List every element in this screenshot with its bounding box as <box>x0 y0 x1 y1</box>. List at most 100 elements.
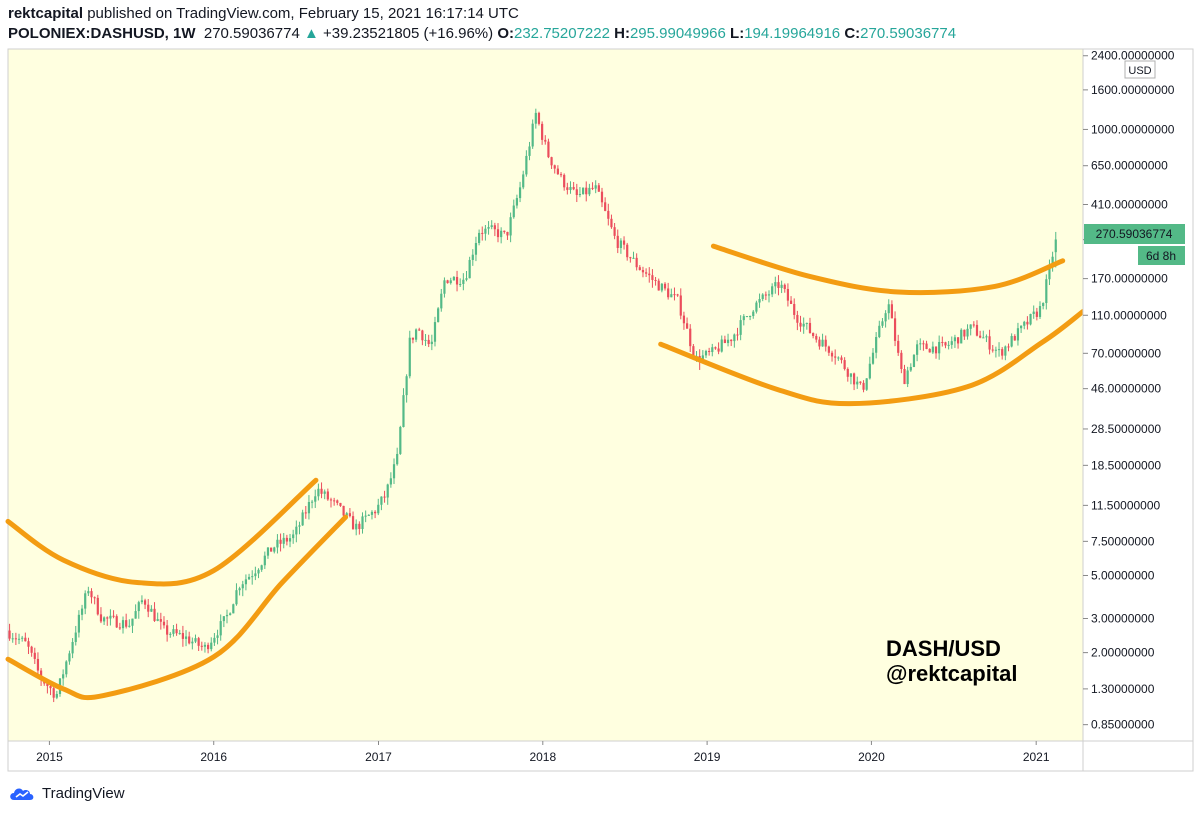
candle-body <box>985 336 988 338</box>
candle-body <box>629 257 632 259</box>
candle-body <box>771 286 774 295</box>
candle-body <box>862 382 865 390</box>
candle-body <box>273 547 276 552</box>
high-label: H: <box>614 25 630 42</box>
candle-body <box>153 608 156 621</box>
price-axis-tick-label: 5.00000000 <box>1091 568 1155 582</box>
candle-body <box>109 615 112 619</box>
candle-body <box>755 302 758 312</box>
time-axis-tick-label: 2017 <box>365 750 392 764</box>
candle-body <box>314 496 317 502</box>
candle-body <box>380 496 383 505</box>
candle-body <box>386 484 389 498</box>
trend-curve <box>658 309 1086 407</box>
candle-body <box>789 300 793 304</box>
candle-body <box>266 547 270 556</box>
candle-body <box>972 324 975 326</box>
candle-body <box>808 322 812 334</box>
candle-body <box>692 346 695 357</box>
candle-body <box>276 539 279 548</box>
time-axis[interactable] <box>7 740 1084 772</box>
time-axis-tick-label: 2018 <box>529 750 556 764</box>
candle-body <box>49 686 52 689</box>
price-axis-tick-label: 2.00000000 <box>1091 646 1155 660</box>
watermark-line-2: @rektcapital <box>886 661 1018 686</box>
candle-body <box>988 336 991 350</box>
candle-body <box>418 329 421 331</box>
tradingview-cloud-icon[interactable] <box>8 784 36 802</box>
currency-label: USD <box>1128 65 1151 77</box>
candle-body <box>493 225 496 230</box>
price-axis-tick-label: 650.00000000 <box>1091 159 1168 173</box>
candle-body <box>950 341 953 345</box>
countdown-tag <box>1138 246 1185 265</box>
candle-body <box>374 511 377 514</box>
candle-body <box>143 600 147 605</box>
candle-body <box>462 279 465 284</box>
axis-corner <box>1082 740 1194 772</box>
candle-body <box>310 501 314 503</box>
candle-body <box>673 294 676 296</box>
candle-body <box>752 311 755 317</box>
plot-area[interactable] <box>7 48 1084 742</box>
candle-body <box>717 348 720 352</box>
candle-body <box>320 488 323 494</box>
candle-body <box>65 661 68 675</box>
candle-body <box>326 491 329 500</box>
candle-body <box>566 187 569 190</box>
tradingview-brand[interactable]: TradingView <box>42 784 125 802</box>
candle-body <box>241 584 244 589</box>
candle-body <box>963 329 966 337</box>
candle-body <box>648 273 651 276</box>
candle-body <box>84 593 87 609</box>
candle-body <box>528 146 531 156</box>
candle-body <box>118 627 121 629</box>
candle-body <box>679 295 682 316</box>
candle-body <box>667 288 670 298</box>
candle-body <box>103 617 106 622</box>
candle-body <box>730 339 733 342</box>
candle-body <box>1004 346 1007 356</box>
candle-body <box>635 257 638 268</box>
candle-body <box>474 243 478 255</box>
candle-body <box>711 347 714 353</box>
candle-body <box>500 230 503 238</box>
candle-body <box>846 368 849 377</box>
candle-body <box>1032 311 1035 315</box>
candle-body <box>355 523 358 530</box>
candle-body <box>849 373 853 377</box>
candle-body <box>503 230 506 232</box>
candle-body <box>39 670 43 680</box>
last-price-tag-label: 270.59036774 <box>1096 227 1173 241</box>
candle-body <box>106 617 109 619</box>
published-text: published on TradingView.com, February 1… <box>87 5 519 22</box>
candle-body <box>925 343 928 349</box>
candle-body <box>622 240 626 245</box>
candle-body <box>761 294 764 300</box>
candle-body <box>295 526 298 535</box>
candle-body <box>166 625 169 635</box>
trend-curve <box>5 514 349 701</box>
candle-body <box>1016 328 1020 341</box>
price-axis-tick-label: 18.50000000 <box>1091 458 1161 472</box>
ohlc-legend: POLONIEX:DASHUSD, 1W 270.59036774 ▲ +39.… <box>8 25 956 42</box>
candle-body <box>424 339 427 341</box>
candle-body <box>578 194 582 196</box>
candle-body <box>128 625 131 627</box>
currency-badge[interactable] <box>1124 60 1156 79</box>
candle-body <box>944 342 947 346</box>
candle-body <box>594 185 597 189</box>
candle-body <box>1051 256 1054 266</box>
candle-body <box>471 254 474 260</box>
candle-body <box>481 232 484 234</box>
candle-body <box>181 633 184 639</box>
price-axis-tick-label: 7.50000000 <box>1091 534 1155 548</box>
candle-body <box>1013 336 1016 341</box>
symbol-label[interactable]: POLONIEX:DASHUSD, 1W <box>8 25 196 42</box>
candle-body <box>956 337 960 344</box>
author-name[interactable]: rektcapital <box>8 5 84 22</box>
candle-body <box>339 502 342 506</box>
price-axis[interactable] <box>1082 48 1194 742</box>
candle-body <box>585 187 588 195</box>
